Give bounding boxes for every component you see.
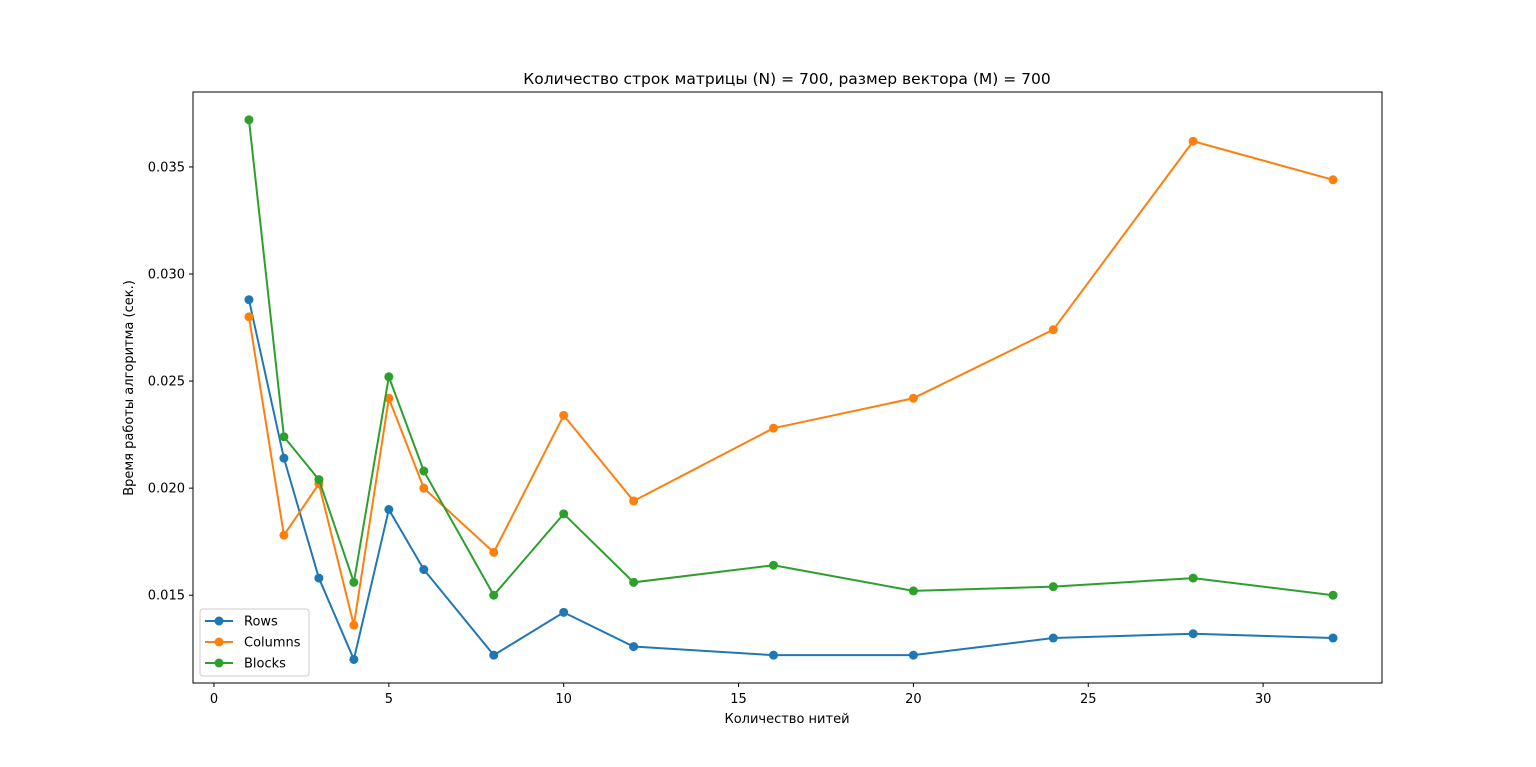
data-point-columns <box>1188 136 1198 146</box>
data-point-blocks <box>384 372 394 382</box>
x-tick-label: 15 <box>730 692 747 707</box>
legend-entry-blocks: Blocks <box>205 657 286 672</box>
data-point-columns <box>559 410 569 420</box>
series-blocks <box>244 115 1338 600</box>
x-tick-label: 30 <box>1255 692 1272 707</box>
y-tick-label: 0.020 <box>148 482 185 497</box>
legend-label: Columns <box>244 636 301 651</box>
data-point-columns <box>1328 175 1338 185</box>
data-point-columns <box>1048 325 1058 335</box>
data-point-rows <box>384 505 394 515</box>
data-point-rows <box>244 295 254 305</box>
legend-swatch-marker <box>214 616 224 626</box>
data-point-blocks <box>629 577 639 587</box>
data-point-columns <box>769 423 779 433</box>
x-axis: 0 5 10 15 20 25 30 <box>210 683 1272 707</box>
legend-label: Rows <box>244 615 278 630</box>
plot-area <box>192 91 1383 684</box>
data-point-blocks <box>1188 573 1198 583</box>
data-point-columns <box>349 620 359 630</box>
data-point-rows <box>629 642 639 652</box>
data-point-columns <box>419 483 429 493</box>
x-tick-label: 20 <box>905 692 922 707</box>
legend-label: Blocks <box>244 657 286 672</box>
data-point-columns <box>279 530 289 540</box>
y-axis-title: Время работы алгоритма (сек.) <box>122 280 137 496</box>
data-point-rows <box>419 565 429 575</box>
data-point-blocks <box>1048 582 1058 592</box>
data-point-rows <box>279 453 289 463</box>
plot-frame <box>192 91 1383 684</box>
data-point-rows <box>1048 633 1058 643</box>
chart-title: Количество строк матрицы (N) = 700, разм… <box>523 70 1051 88</box>
legend-swatch-marker <box>214 658 224 668</box>
legend: Rows Columns Blocks <box>199 608 310 677</box>
y-tick-label: 0.015 <box>148 589 185 604</box>
data-point-blocks <box>559 509 569 519</box>
legend-entry-rows: Rows <box>205 615 278 630</box>
series-layer <box>244 115 1338 664</box>
legend-entry-columns: Columns <box>205 636 301 651</box>
series-line-columns <box>247 140 1334 627</box>
plot-background <box>193 92 1382 683</box>
data-point-blocks <box>314 475 324 485</box>
data-point-blocks <box>489 590 499 600</box>
data-point-blocks <box>1328 590 1338 600</box>
data-point-blocks <box>419 466 429 476</box>
data-point-blocks <box>349 577 359 587</box>
y-tick-label: 0.025 <box>148 375 185 390</box>
x-axis-title: Количество нитей <box>724 712 849 727</box>
series-columns <box>244 136 1338 630</box>
data-point-blocks <box>244 115 254 125</box>
x-tick-label: 0 <box>210 692 218 707</box>
data-point-columns <box>489 547 499 557</box>
legend-box <box>199 608 310 677</box>
data-point-rows <box>1328 633 1338 643</box>
data-point-rows <box>314 573 324 583</box>
y-tick-label: 0.030 <box>148 268 185 283</box>
series-rows <box>244 295 1338 664</box>
legend-swatch-marker <box>214 637 224 647</box>
x-tick-label: 25 <box>1080 692 1097 707</box>
data-point-columns <box>908 393 918 403</box>
data-point-columns <box>244 312 254 322</box>
x-tick-label: 10 <box>555 692 572 707</box>
data-point-rows <box>559 607 569 617</box>
x-tick-label: 5 <box>385 692 393 707</box>
data-point-blocks <box>908 586 918 596</box>
data-point-blocks <box>279 432 289 442</box>
data-point-blocks <box>769 560 779 570</box>
data-point-rows <box>349 654 359 664</box>
data-point-rows <box>908 650 918 660</box>
series-line-rows <box>247 299 1334 661</box>
data-point-columns <box>629 496 639 506</box>
series-line-blocks <box>247 119 1334 597</box>
y-tick-label: 0.035 <box>148 160 185 175</box>
y-axis: 0.015 0.020 0.025 0.030 0.035 <box>148 160 193 604</box>
data-point-rows <box>769 650 779 660</box>
data-point-rows <box>1188 629 1198 639</box>
data-point-rows <box>489 650 499 660</box>
